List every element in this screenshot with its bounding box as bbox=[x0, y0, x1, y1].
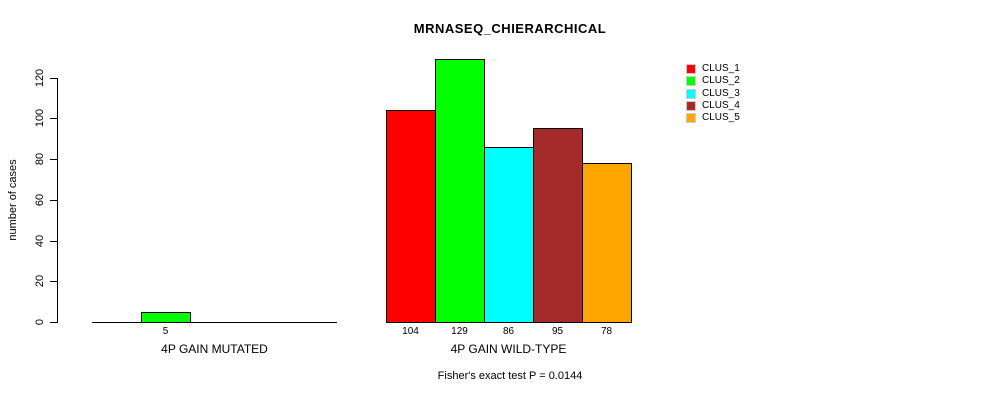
y-tick-label: 40 bbox=[34, 234, 46, 247]
legend-entry: CLUS_1 bbox=[686, 63, 740, 75]
legend-swatch bbox=[686, 64, 696, 75]
group-baseline bbox=[92, 322, 337, 323]
bar-clus_4 bbox=[533, 128, 583, 323]
legend-label: CLUS_2 bbox=[702, 75, 740, 87]
bar-clus_2 bbox=[141, 312, 191, 323]
bar-value-label: 129 bbox=[451, 326, 468, 337]
bar-clus_3 bbox=[484, 147, 534, 323]
legend-swatch bbox=[686, 101, 696, 112]
y-tick-mark bbox=[50, 159, 57, 160]
bar-value-label: 86 bbox=[502, 326, 515, 337]
legend: CLUS_1 CLUS_2 CLUS_3 CLUS_4 CLUS_5 bbox=[686, 63, 740, 124]
legend-label: CLUS_3 bbox=[702, 87, 740, 99]
bar-clus_2 bbox=[435, 59, 485, 323]
y-tick-label: 120 bbox=[34, 68, 46, 87]
y-tick-mark bbox=[50, 199, 57, 201]
y-tick-label: 20 bbox=[34, 275, 46, 288]
bar-value-label: 5 bbox=[162, 326, 169, 337]
y-tick-label: 60 bbox=[34, 193, 46, 206]
y-tick-label: 0 bbox=[34, 318, 46, 326]
bar-value-label: 78 bbox=[600, 326, 613, 337]
y-tick-mark bbox=[50, 240, 57, 242]
x-category-label: 4P GAIN MUTATED bbox=[161, 342, 268, 356]
legend-entry: CLUS_2 bbox=[686, 75, 740, 87]
y-axis-line bbox=[57, 77, 58, 323]
y-axis-title: number of cases bbox=[7, 159, 19, 241]
y-tick-mark bbox=[50, 322, 57, 323]
x-category-label: 4P GAIN WILD-TYPE bbox=[450, 342, 567, 356]
legend-label: CLUS_1 bbox=[702, 63, 740, 75]
legend-entry: CLUS_4 bbox=[686, 100, 740, 112]
y-tick-mark bbox=[50, 118, 57, 120]
y-tick-mark bbox=[50, 281, 57, 283]
legend-swatch bbox=[686, 113, 696, 124]
legend-swatch bbox=[686, 88, 696, 99]
bar-clus_1 bbox=[386, 110, 436, 323]
bar-clus_5 bbox=[582, 163, 632, 323]
annotation-text: Fisher's exact test P = 0.0144 bbox=[437, 370, 583, 382]
y-tick-label: 100 bbox=[34, 109, 46, 128]
legend-label: CLUS_4 bbox=[702, 100, 740, 112]
bar-value-label: 95 bbox=[551, 326, 564, 337]
legend-entry: CLUS_5 bbox=[686, 112, 740, 124]
legend-label: CLUS_5 bbox=[702, 112, 740, 124]
legend-entry: CLUS_3 bbox=[686, 88, 740, 100]
y-tick-mark bbox=[50, 77, 57, 79]
y-tick-label: 80 bbox=[34, 152, 46, 166]
legend-swatch bbox=[686, 76, 696, 87]
chart-title: MRNASEQ_CHIERARCHICAL bbox=[413, 21, 607, 36]
bar-value-label: 104 bbox=[402, 326, 419, 337]
